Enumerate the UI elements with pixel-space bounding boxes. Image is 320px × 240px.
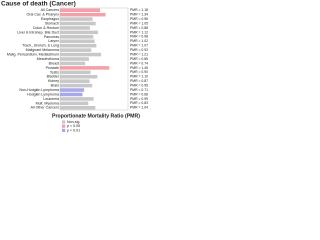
chart-title: Cause of death (Cancer) [1, 1, 76, 8]
bar [60, 74, 98, 79]
category-label: Leukemia [43, 97, 59, 101]
category-label: Brain [51, 84, 59, 88]
value-label: PMR = 1.21 [130, 52, 148, 56]
bar [60, 39, 95, 44]
bar [60, 48, 92, 52]
value-label: PMR = 1.18 [130, 8, 148, 12]
category-label: Larynx [48, 39, 59, 43]
bar [60, 106, 96, 110]
value-label: PMR = 1.02 [130, 39, 148, 43]
bar [60, 43, 97, 48]
value-label: PMR = 0.99 [130, 97, 148, 101]
bar [60, 92, 83, 97]
bar [60, 52, 102, 57]
bar [60, 30, 99, 35]
legend-swatch [62, 124, 66, 128]
bar [60, 26, 90, 30]
category-label: Testis [50, 70, 59, 74]
category-label: Liver & Intrahep. Bile Duct [17, 30, 59, 34]
value-label: PMR = 1.04 [130, 106, 148, 110]
legend-swatch [62, 120, 66, 124]
category-label: Colon & Rectum [33, 26, 59, 30]
bar [60, 8, 101, 12]
value-label: PMR = 0.66 [130, 92, 148, 96]
bar [60, 57, 89, 61]
category-label: Mesothelioma [37, 57, 59, 61]
value-label: PMR = 0.96 [130, 17, 148, 21]
value-label: PMR = 1.05 [130, 21, 148, 25]
category-label: Prostate [46, 66, 59, 70]
category-label: All Other Cancers [31, 106, 60, 110]
category-label: All Cancers [41, 8, 60, 12]
value-label: PMR = 0.95 [130, 83, 148, 87]
category-label: Non-Hodgkin Lymphoma [19, 88, 59, 92]
category-label: Pancreas [44, 35, 59, 39]
value-label: PMR = 0.85 [130, 57, 148, 61]
value-label: PMR = 0.92 [130, 48, 148, 52]
category-label: Trach., Bronch. & Lung [22, 44, 59, 48]
legend-swatch [62, 128, 66, 132]
value-label: PMR = 1.10 [130, 75, 148, 79]
bar [60, 35, 94, 39]
category-label: Kidney [48, 79, 59, 83]
bar [60, 12, 106, 17]
value-label: PMR = 0.74 [130, 61, 148, 65]
value-label: PMR = 1.45 [130, 66, 148, 70]
value-label: PMR = 1.34 [130, 13, 148, 17]
value-label: PMR = 0.83 [130, 101, 148, 105]
legend-label: Non-sig. [67, 120, 80, 124]
category-label: Breast [49, 61, 59, 65]
category-label: Esophagus [41, 17, 59, 21]
bar [60, 66, 110, 70]
legend-label: p < 0.01 [67, 128, 80, 132]
bar [60, 88, 85, 92]
value-label: PMR = 0.90 [130, 70, 148, 74]
category-label: Mult. Myeloma [36, 101, 59, 105]
value-label: PMR = 1.07 [130, 44, 148, 48]
bar [60, 61, 86, 66]
category-label: Malignant Melanoma [26, 48, 59, 52]
category-label: Hodgkin Lymphoma [27, 92, 59, 96]
category-label: Bladder [47, 75, 60, 79]
bar [60, 70, 91, 75]
value-label: PMR = 0.88 [130, 26, 148, 30]
x-axis-title: Proportionate Mortality Ratio (PMR) [52, 113, 140, 119]
bar [60, 97, 94, 101]
bar [60, 83, 93, 88]
bar [60, 79, 90, 83]
legend-label: p < 0.05 [67, 124, 80, 128]
category-label: Stomach [45, 21, 59, 25]
value-label: PMR = 0.87 [130, 79, 148, 83]
category-label: Malig. Pericardium, Mediastinum [7, 53, 59, 57]
category-label: Oral Cav. & Pharynx [27, 13, 60, 17]
bar [60, 101, 89, 106]
chart: Cause of death (Cancer) Proportionate Mo… [1, 1, 148, 133]
value-label: PMR = 0.71 [130, 88, 148, 92]
bar [60, 17, 93, 21]
bar [60, 21, 96, 26]
value-label: PMR = 1.12 [130, 30, 148, 34]
value-label: PMR = 0.98 [130, 35, 148, 39]
